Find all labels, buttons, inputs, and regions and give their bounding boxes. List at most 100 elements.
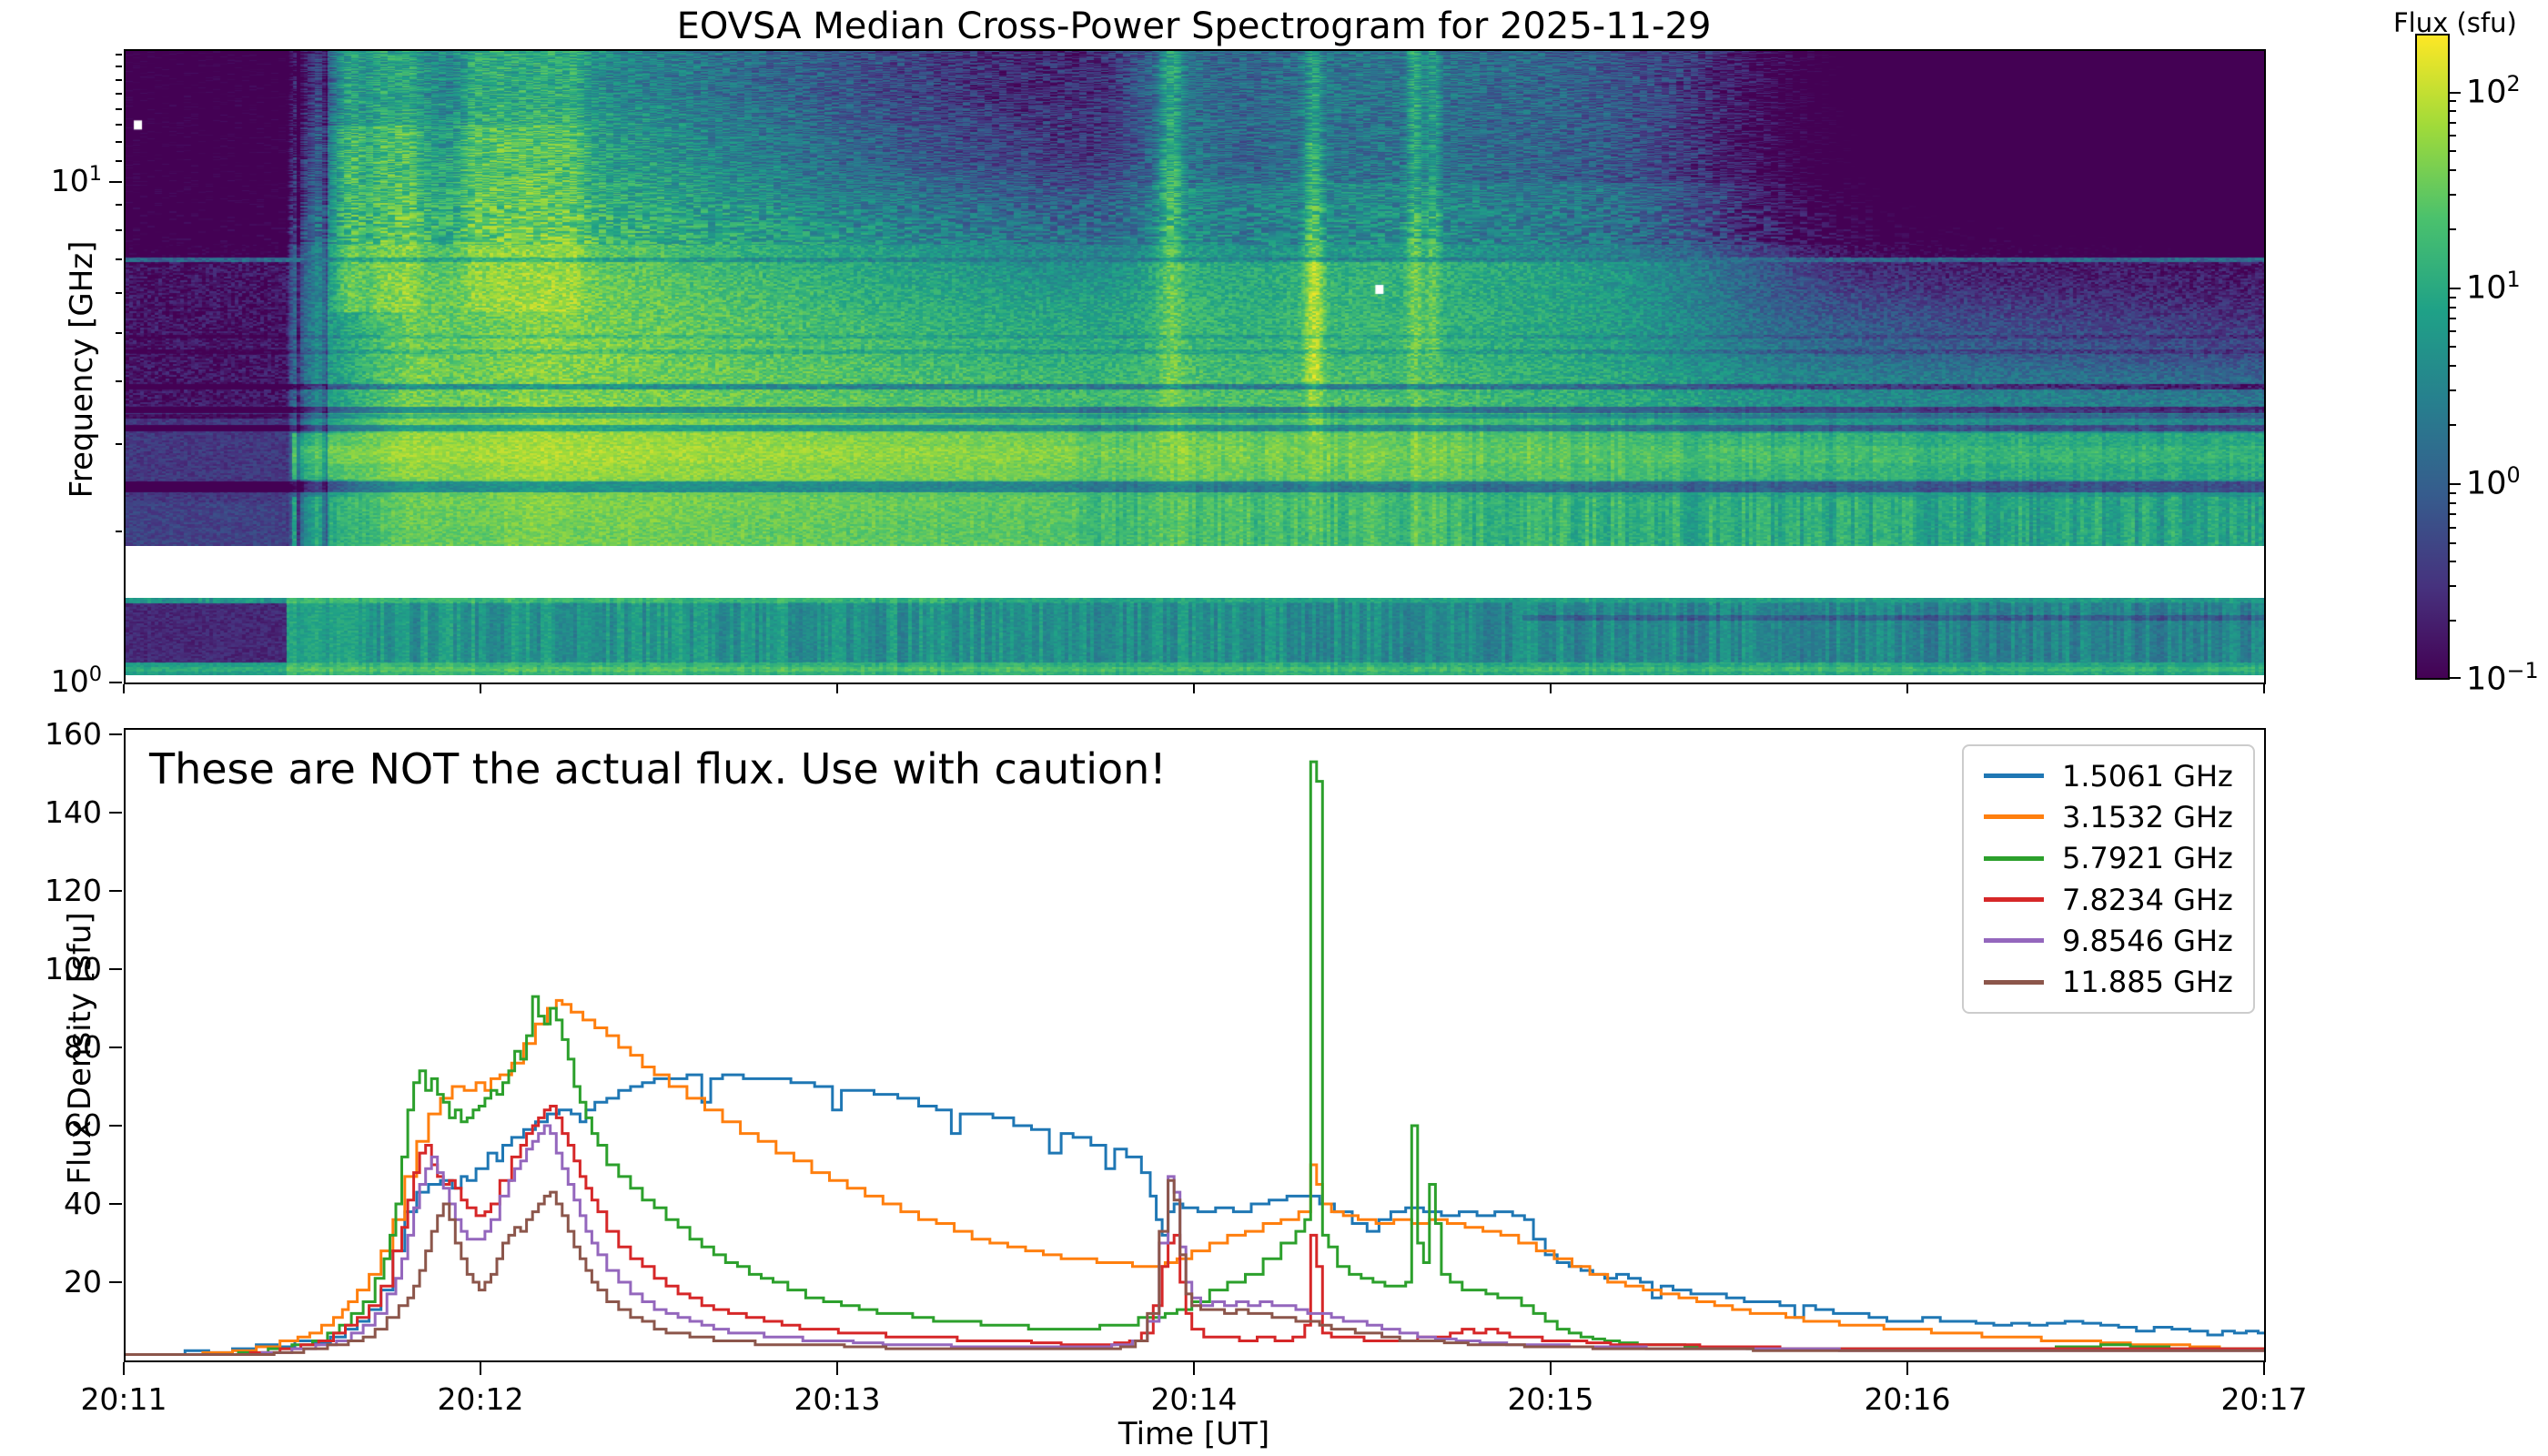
top-y-minortick xyxy=(116,53,122,56)
colorbar-minortick xyxy=(2450,541,2456,544)
top-x-tick xyxy=(1550,684,1552,693)
x-tick-label: 20:14 xyxy=(1150,1381,1238,1417)
legend-item: 7.8234 GHz xyxy=(1964,883,2253,917)
top-y-tick xyxy=(109,682,122,683)
legend-label: 3.1532 GHz xyxy=(2062,799,2233,834)
colorbar-minortick xyxy=(2450,513,2456,516)
x-tick-label: 20:12 xyxy=(437,1381,524,1417)
colorbar-tick xyxy=(2450,91,2461,94)
bottom-y-tick xyxy=(109,812,122,814)
top-y-minortick xyxy=(116,141,122,144)
flux-lines xyxy=(126,760,2264,1356)
freq-tick-label: 101 xyxy=(50,162,102,198)
xlabel: Time [UT] xyxy=(1117,1416,1270,1452)
legend: 1.5061 GHz 3.1532 GHz 5.7921 GHz 7.8234 GHz… xyxy=(1962,744,2255,1014)
legend-label: 11.885 GHz xyxy=(2062,965,2233,1000)
bottom-y-tick xyxy=(109,968,122,970)
colorbar-minortick xyxy=(2450,100,2456,103)
legend-line-swatch xyxy=(1984,814,2044,820)
colorbar-minortick xyxy=(2450,561,2456,563)
top-x-tick xyxy=(1193,684,1195,693)
x-tick-label: 20:15 xyxy=(1507,1381,1594,1417)
top-y-minortick xyxy=(116,292,122,295)
colorbar-minortick xyxy=(2450,121,2456,124)
flux-panel xyxy=(124,728,2266,1362)
colorbar-minortick xyxy=(2450,365,2456,368)
series-line-1-5061-ghz xyxy=(126,1073,2264,1356)
colorbar-minortick xyxy=(2450,346,2456,349)
colorbar-minortick xyxy=(2450,306,2456,308)
bottom-x-tick xyxy=(480,1362,481,1375)
colorbar-minortick xyxy=(2450,296,2456,298)
series-line-3-1532-ghz xyxy=(126,998,2264,1356)
colorbar-minortick xyxy=(2450,389,2456,392)
colorbar-minortick xyxy=(2450,150,2456,153)
top-y-minortick xyxy=(116,107,122,110)
legend-label: 5.7921 GHz xyxy=(2062,841,2233,876)
spectrogram-low-band xyxy=(126,598,2264,675)
colorbar-minortick xyxy=(2450,135,2456,137)
x-tick-label: 20:17 xyxy=(2220,1381,2308,1417)
legend-label: 7.8234 GHz xyxy=(2062,882,2233,917)
top-ylabel: Frequency [GHz] xyxy=(64,240,100,499)
top-x-tick xyxy=(836,684,838,693)
bottom-y-tick xyxy=(109,1046,122,1048)
legend-line-swatch xyxy=(1984,938,2044,944)
bottom-x-tick xyxy=(836,1362,838,1375)
top-x-tick xyxy=(123,684,125,693)
bottom-x-tick xyxy=(1906,1362,1908,1375)
figure-title: EOVSA Median Cross-Power Spectrogram for… xyxy=(676,5,1712,47)
top-y-minortick xyxy=(116,331,122,334)
y-tick-label: 40 xyxy=(64,1186,102,1221)
bottom-y-tick xyxy=(109,1125,122,1127)
y-tick-label: 120 xyxy=(45,873,102,908)
colorbar-tick-label: 100 xyxy=(2466,461,2521,502)
legend-item: 9.8546 GHz xyxy=(1964,924,2253,958)
top-y-minortick xyxy=(116,379,122,382)
top-y-minortick xyxy=(116,204,122,207)
colorbar-minortick xyxy=(2450,169,2456,172)
top-x-tick xyxy=(480,684,481,693)
colorbar-tick xyxy=(2450,677,2461,679)
top-x-tick xyxy=(1906,684,1908,693)
bottom-y-tick xyxy=(109,890,122,892)
top-y-minortick xyxy=(116,66,122,68)
y-tick-label: 60 xyxy=(64,1107,102,1143)
bottom-x-tick xyxy=(1550,1362,1552,1375)
caution-annotation: These are NOT the actual flux. Use with … xyxy=(149,744,1167,794)
colorbar-tick xyxy=(2450,287,2461,289)
colorbar-minortick xyxy=(2450,526,2456,529)
bottom-x-tick xyxy=(1193,1362,1195,1375)
bottom-x-tick xyxy=(123,1362,125,1375)
legend-item: 1.5061 GHz xyxy=(1964,759,2253,794)
top-y-minortick xyxy=(116,531,122,533)
legend-line-swatch xyxy=(1984,855,2044,861)
legend-line-swatch xyxy=(1984,897,2044,903)
legend-line-swatch xyxy=(1984,774,2044,779)
y-tick-label: 160 xyxy=(45,716,102,752)
series-line-5-7921-ghz xyxy=(126,760,2264,1356)
top-x-tick xyxy=(2263,684,2265,693)
top-y-minortick xyxy=(116,78,122,81)
y-tick-label: 140 xyxy=(45,794,102,830)
x-tick-label: 20:13 xyxy=(794,1381,881,1417)
legend-label: 9.8546 GHz xyxy=(2062,923,2233,958)
y-tick-label: 100 xyxy=(45,951,102,986)
top-y-minortick xyxy=(116,442,122,445)
colorbar-minortick xyxy=(2450,585,2456,588)
colorbar xyxy=(2415,34,2450,680)
colorbar-tick-label: 102 xyxy=(2466,70,2521,111)
bottom-y-tick xyxy=(109,733,122,735)
colorbar-label: Flux (sfu) xyxy=(2393,7,2517,38)
colorbar-minortick xyxy=(2450,330,2456,333)
top-y-minortick xyxy=(116,124,122,126)
colorbar-minortick xyxy=(2450,491,2456,494)
x-tick-label: 20:11 xyxy=(80,1381,167,1417)
colorbar-tick-label: 10−1 xyxy=(2466,658,2539,698)
legend-line-swatch xyxy=(1984,979,2044,985)
colorbar-minortick xyxy=(2450,194,2456,197)
colorbar-minortick xyxy=(2450,228,2456,230)
colorbar-minortick xyxy=(2450,318,2456,320)
legend-item: 11.885 GHz xyxy=(1964,965,2253,999)
